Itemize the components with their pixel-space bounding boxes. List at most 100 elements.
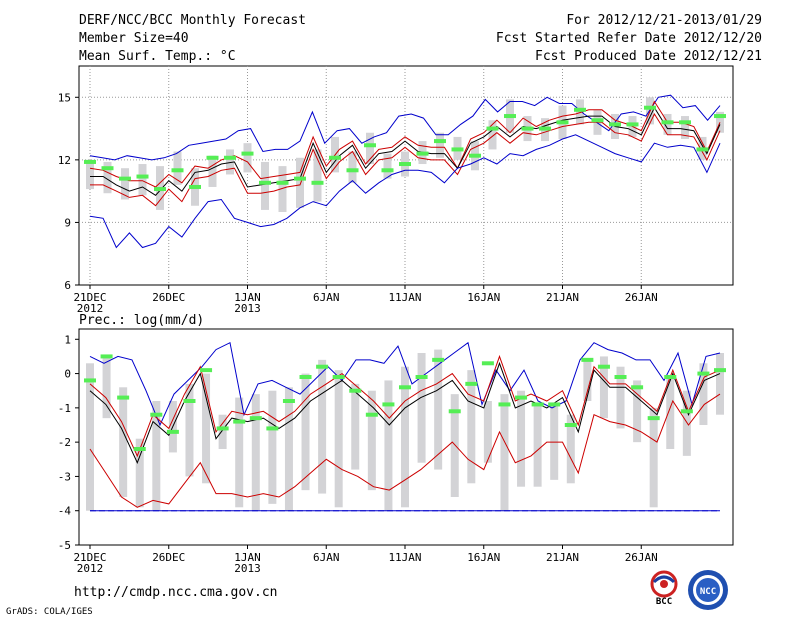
temp-x-tick-label: 21JAN (546, 291, 579, 304)
precip-spread-box (318, 359, 327, 494)
temp-spread-box (121, 168, 129, 200)
precip-obs-marker (183, 399, 196, 403)
temp-series-ensemble-min (89, 134, 721, 249)
precip-spread-box (467, 370, 476, 484)
precip-spread-box (301, 373, 310, 491)
precip-spread-box (135, 438, 144, 508)
forecast-produced-date: Fcst Produced Date 2012/12/21 (535, 49, 762, 64)
precip-obs-marker (531, 402, 544, 407)
temp-obs-marker (154, 187, 166, 192)
temp-x-tick-label: 16JAN (467, 291, 500, 304)
temp-spread-box (383, 153, 392, 179)
precip-spread-box (86, 363, 94, 511)
precip-spread-box (102, 356, 111, 419)
temp-spread-box (208, 155, 217, 187)
precip-obs-marker (216, 426, 229, 431)
precip-x-tick-label: 11JAN (388, 551, 421, 564)
precip-spread-box (284, 387, 293, 511)
precip-obs-marker (84, 378, 96, 383)
temp-obs-marker (224, 155, 236, 160)
precip-x-tick-label: 16JAN (467, 551, 500, 564)
temp-x-tick-label: 21DEC (73, 291, 106, 304)
precip-obs-marker (399, 385, 411, 390)
temp-obs-marker (574, 107, 586, 112)
chart-title: DERF/NCC/BCC Monthly Forecast (79, 13, 306, 28)
temp-spread-box (103, 161, 112, 194)
temp-spread-box (436, 132, 444, 158)
temp-series-lower-spread (90, 112, 721, 207)
temp-obs-marker (626, 122, 639, 127)
temp-spread-box (173, 151, 182, 185)
precip-spread-box (583, 359, 592, 401)
temp-obs-marker (311, 180, 324, 185)
precip-spread-box (533, 404, 542, 487)
precip-x-tick-year: 2013 (234, 562, 261, 575)
precip-obs-marker (382, 402, 395, 407)
precip-obs-marker (299, 375, 312, 379)
precip-series-lower-spread (89, 393, 721, 508)
precip-obs-marker (332, 375, 345, 379)
temp-obs-marker (469, 153, 481, 158)
temp-spread-box (348, 151, 357, 183)
precip-obs-marker (647, 416, 660, 421)
temp-series-ensemble-max (89, 94, 721, 161)
precip-spread-box (633, 380, 642, 443)
precip-obs-marker (249, 416, 262, 421)
precip-obs-marker (597, 364, 610, 369)
precip-obs-marker (714, 368, 726, 373)
ncc-logo-text: NCC (700, 587, 716, 597)
temp-y-tick-label: 15 (58, 91, 71, 104)
precip-obs-marker (548, 402, 561, 407)
precip-spread-box (202, 373, 211, 484)
temp-spread-box (243, 143, 252, 173)
precip-spread-box (367, 390, 376, 491)
precip-obs-marker (316, 364, 329, 369)
precip-spread-box (251, 394, 260, 511)
temp-obs-marker (539, 126, 551, 131)
precip-x-tick-label: 21JAN (546, 551, 579, 564)
bcc-logo-text: BCC (656, 597, 672, 607)
precip-spread-box (699, 363, 708, 425)
temp-spread-box (261, 161, 269, 210)
precip-x-tick-label: 21DEC (73, 551, 106, 564)
precip-obs-marker (498, 402, 511, 407)
precip-spread-box (417, 353, 426, 463)
precip-spread-box (716, 353, 724, 415)
precip-obs-marker (680, 409, 693, 414)
precip-spread-box (235, 397, 244, 508)
precip-obs-marker (200, 368, 213, 373)
temp-obs-marker (276, 180, 289, 185)
precip-obs-marker (365, 412, 378, 417)
temp-spread-box (663, 113, 672, 135)
temp-obs-marker (521, 126, 534, 131)
temp-plot-frame (78, 65, 734, 286)
precip-obs-marker (614, 375, 627, 379)
precip-spread-box (517, 390, 526, 487)
precip-y-tick-label: -5 (58, 539, 71, 552)
precip-spread-box (119, 387, 128, 497)
temp-obs-marker (504, 114, 516, 119)
precip-x-tick-year: 2012 (77, 562, 104, 575)
precip-spread-box (483, 401, 492, 463)
temp-obs-marker (84, 159, 96, 164)
temp-obs-marker (381, 168, 394, 173)
temp-spread-box (681, 116, 689, 139)
forecast-started-date: Fcst Started Refer Date 2012/12/20 (496, 31, 762, 46)
precip-obs-marker (282, 399, 295, 403)
precip-x-tick-label: 26JAN (625, 551, 658, 564)
precip-spread-box (599, 356, 608, 419)
precip-obs-marker (266, 426, 279, 431)
precip-spread-box (649, 407, 658, 508)
grads-credit: GrADS: COLA/IGES (6, 607, 93, 617)
temp-obs-marker (259, 180, 271, 185)
temp-obs-marker (696, 147, 709, 152)
precip-y-tick-label: -1 (58, 402, 71, 415)
temp-obs-marker (486, 126, 499, 131)
bcc-logo: BCC (650, 570, 678, 607)
temp-x-tick-year: 2012 (77, 302, 104, 315)
precip-spread-box (185, 383, 194, 477)
temp-series-upper-spread (89, 100, 721, 188)
temp-y-tick-label: 6 (64, 279, 71, 292)
temp-series-ensemble-mean (90, 106, 721, 196)
precip-spread-box (334, 370, 343, 508)
